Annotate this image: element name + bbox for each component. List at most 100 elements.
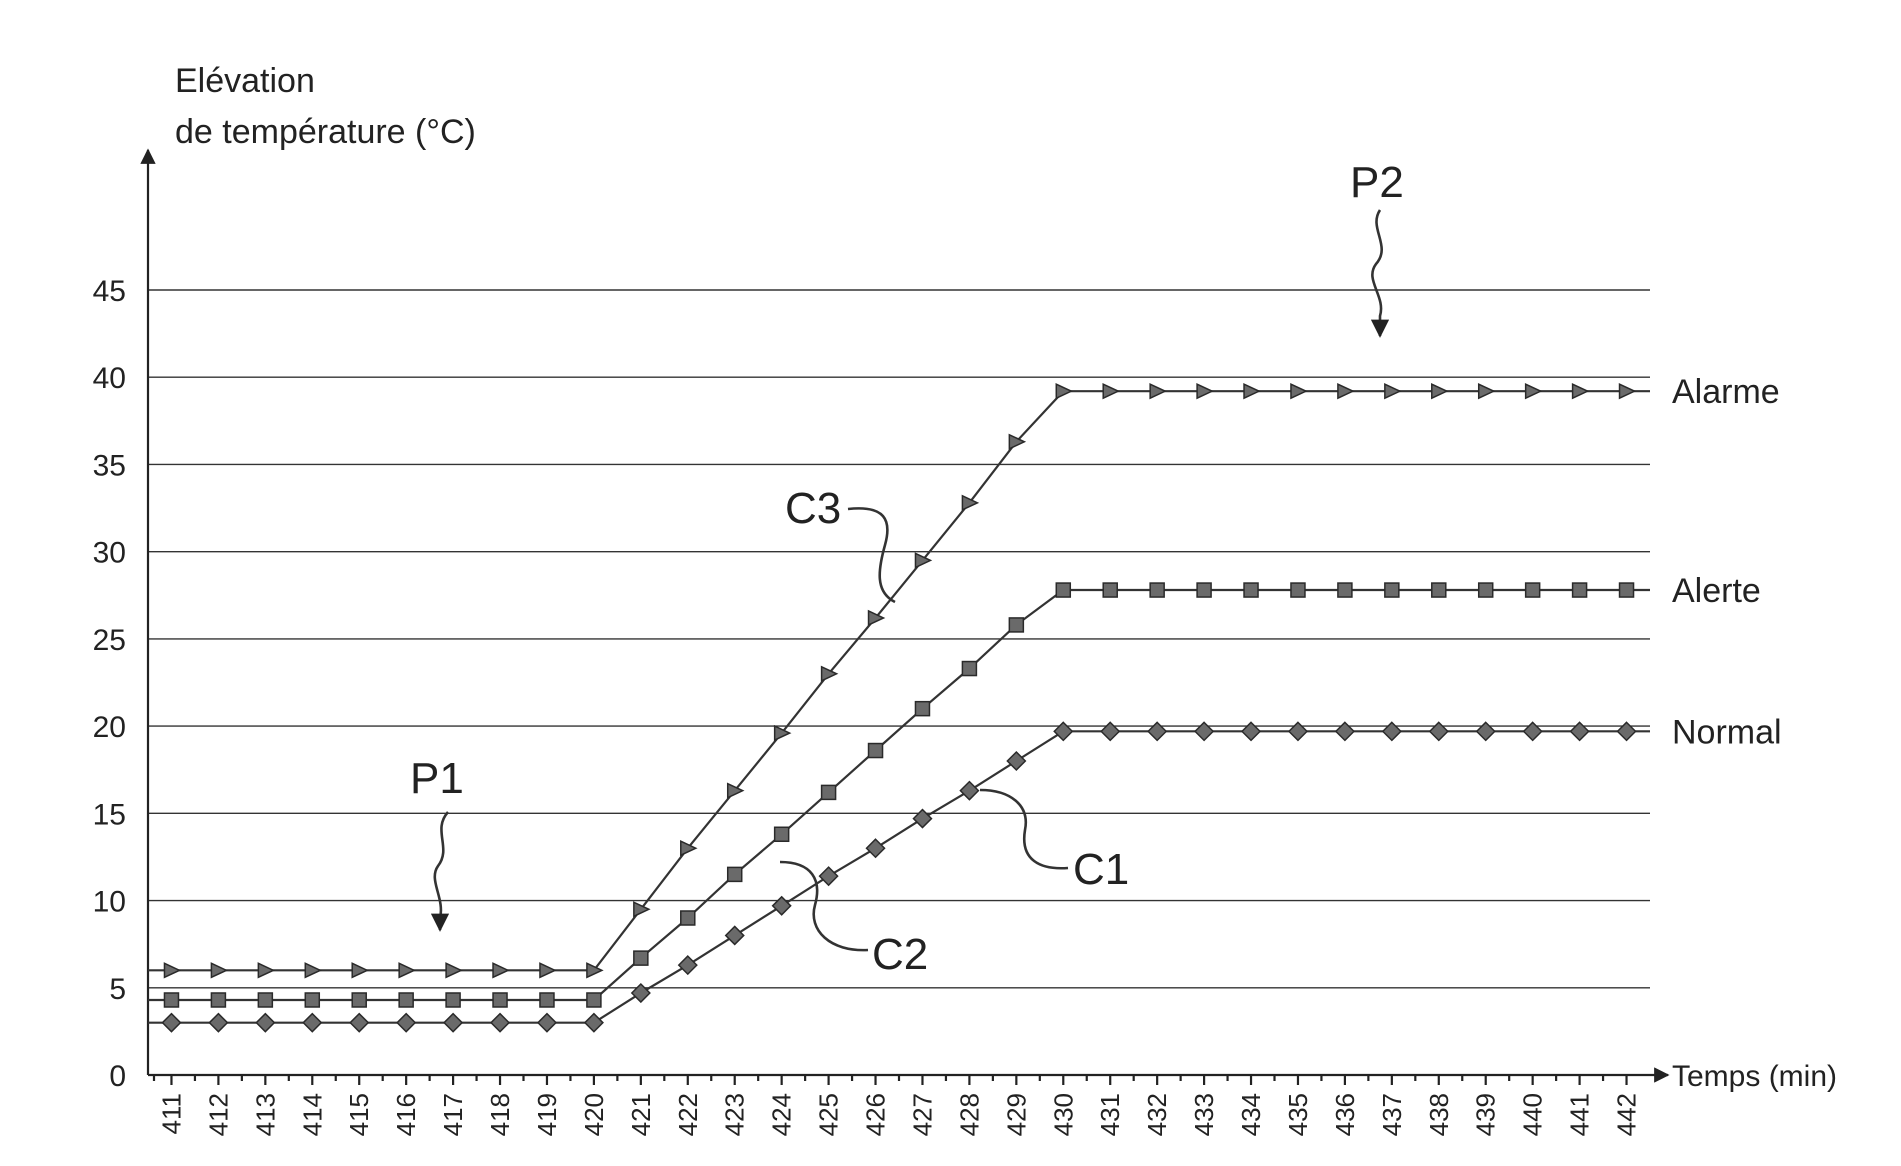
gridlines xyxy=(148,289,1650,989)
marker-c2 xyxy=(633,950,649,966)
marker-c3 xyxy=(1524,383,1543,400)
marker-c2 xyxy=(539,992,555,1008)
marker-c1 xyxy=(396,1012,417,1033)
callout-c3 xyxy=(847,507,896,604)
marker-c1 xyxy=(677,955,698,976)
marker-c3 xyxy=(961,494,980,511)
x-tick-label: 436 xyxy=(1330,1093,1360,1136)
marker-c3 xyxy=(398,962,416,979)
x-tick-label: 422 xyxy=(673,1093,703,1136)
x-tick-label: 425 xyxy=(814,1093,844,1136)
level-label-normal: Normal xyxy=(1672,713,1782,751)
marker-c2 xyxy=(820,784,837,801)
marker-c3 xyxy=(1431,383,1449,400)
marker-c3 xyxy=(914,552,933,569)
marker-c1 xyxy=(912,808,933,829)
x-tick-label: 420 xyxy=(579,1093,609,1136)
marker-c1 xyxy=(1006,750,1027,772)
marker-c1 xyxy=(208,1012,229,1033)
marker-c2 xyxy=(1384,582,1400,598)
marker-c2 xyxy=(1102,582,1118,598)
marker-c1 xyxy=(1100,721,1121,742)
y-tick-label: 15 xyxy=(93,798,126,831)
y-axis-label-line-2: de température (°C) xyxy=(175,113,476,151)
x-tick-label: 417 xyxy=(438,1093,468,1136)
series-line-c1 xyxy=(148,730,1650,1024)
x-tick-label: 413 xyxy=(250,1093,280,1136)
marker-c1 xyxy=(161,1012,182,1033)
marker-c2 xyxy=(1431,582,1447,598)
marker-c2 xyxy=(961,660,978,677)
marker-c3 xyxy=(1149,383,1167,400)
marker-c2 xyxy=(445,992,461,1008)
x-axis-label: Temps (min) xyxy=(1672,1060,1837,1093)
marker-c1 xyxy=(349,1012,370,1033)
marker-c1 xyxy=(1428,721,1449,742)
marker-c3 xyxy=(1243,383,1261,400)
marker-c1 xyxy=(771,895,792,916)
marker-c3 xyxy=(1477,383,1496,400)
x-tick-label: 419 xyxy=(532,1093,562,1136)
y-axis-label: Elévation de température (°C) xyxy=(175,62,476,151)
x-tick-label: 424 xyxy=(767,1093,797,1136)
y-tick-label: 25 xyxy=(93,624,126,657)
series-line-c3 xyxy=(148,390,1650,972)
marker-c1 xyxy=(1381,721,1402,742)
y-tick-label: 45 xyxy=(93,275,126,308)
x-tick-labels: 411 412 413 414 415 416 417 418 419 420 421 422 423 4… xyxy=(156,1093,1641,1136)
annotation-c1: C1 xyxy=(1073,845,1129,894)
marker-c1 xyxy=(724,925,745,946)
marker-c3 xyxy=(1571,383,1590,400)
x-tick-label: 434 xyxy=(1236,1093,1266,1136)
series-line-c2 xyxy=(148,588,1650,1002)
marker-c1 xyxy=(1334,721,1355,742)
x-tick-label: 431 xyxy=(1095,1093,1125,1136)
marker-c2 xyxy=(773,826,790,843)
y-tick-label: 5 xyxy=(109,973,126,1006)
marker-c2 xyxy=(867,742,884,759)
marker-c2 xyxy=(1290,582,1306,598)
x-tick-label: 433 xyxy=(1189,1093,1219,1136)
series-lines xyxy=(148,390,1650,1024)
marker-c1 xyxy=(302,1012,323,1033)
x-tick-label: 439 xyxy=(1471,1093,1501,1136)
x-tick-label: 429 xyxy=(1001,1093,1031,1136)
marker-c3 xyxy=(1384,383,1402,400)
x-tick-label: 418 xyxy=(485,1093,515,1136)
x-tick-label: 421 xyxy=(626,1093,656,1136)
y-tick-label: 35 xyxy=(93,449,126,482)
marker-c1 xyxy=(630,982,651,1004)
marker-c2 xyxy=(1524,582,1541,598)
marker-c1 xyxy=(865,838,886,859)
marker-c2 xyxy=(163,992,180,1008)
marker-c3 xyxy=(445,962,463,979)
x-tick-label: 427 xyxy=(907,1093,937,1136)
marker-c2 xyxy=(1477,582,1494,598)
x-tick-label: 430 xyxy=(1048,1093,1078,1136)
marker-c3 xyxy=(1102,383,1120,400)
x-tick-label: 414 xyxy=(297,1093,327,1136)
marker-c2 xyxy=(680,910,696,926)
marker-c2 xyxy=(1337,582,1353,598)
marker-c1 xyxy=(1475,721,1496,742)
x-tick-label: 440 xyxy=(1518,1093,1548,1136)
marker-c1 xyxy=(443,1012,464,1033)
level-label-alarme: Alarme xyxy=(1672,373,1780,411)
y-tick-label: 20 xyxy=(93,711,126,744)
marker-c1 xyxy=(1569,721,1590,742)
marker-c2 xyxy=(492,992,508,1008)
x-tick-label: 423 xyxy=(720,1093,750,1136)
marker-c2 xyxy=(257,992,274,1008)
marker-c2 xyxy=(1055,582,1072,598)
marker-c3 xyxy=(539,962,557,979)
marker-c1 xyxy=(536,1012,558,1033)
marker-c1 xyxy=(1287,721,1309,742)
x-tick-label: 441 xyxy=(1565,1093,1595,1136)
marker-c1 xyxy=(959,780,980,801)
marker-c1 xyxy=(1053,721,1074,742)
marker-c2 xyxy=(586,992,602,1008)
marker-c3 xyxy=(726,782,745,799)
marker-c2 xyxy=(351,992,367,1008)
x-tick-label: 438 xyxy=(1424,1093,1454,1136)
